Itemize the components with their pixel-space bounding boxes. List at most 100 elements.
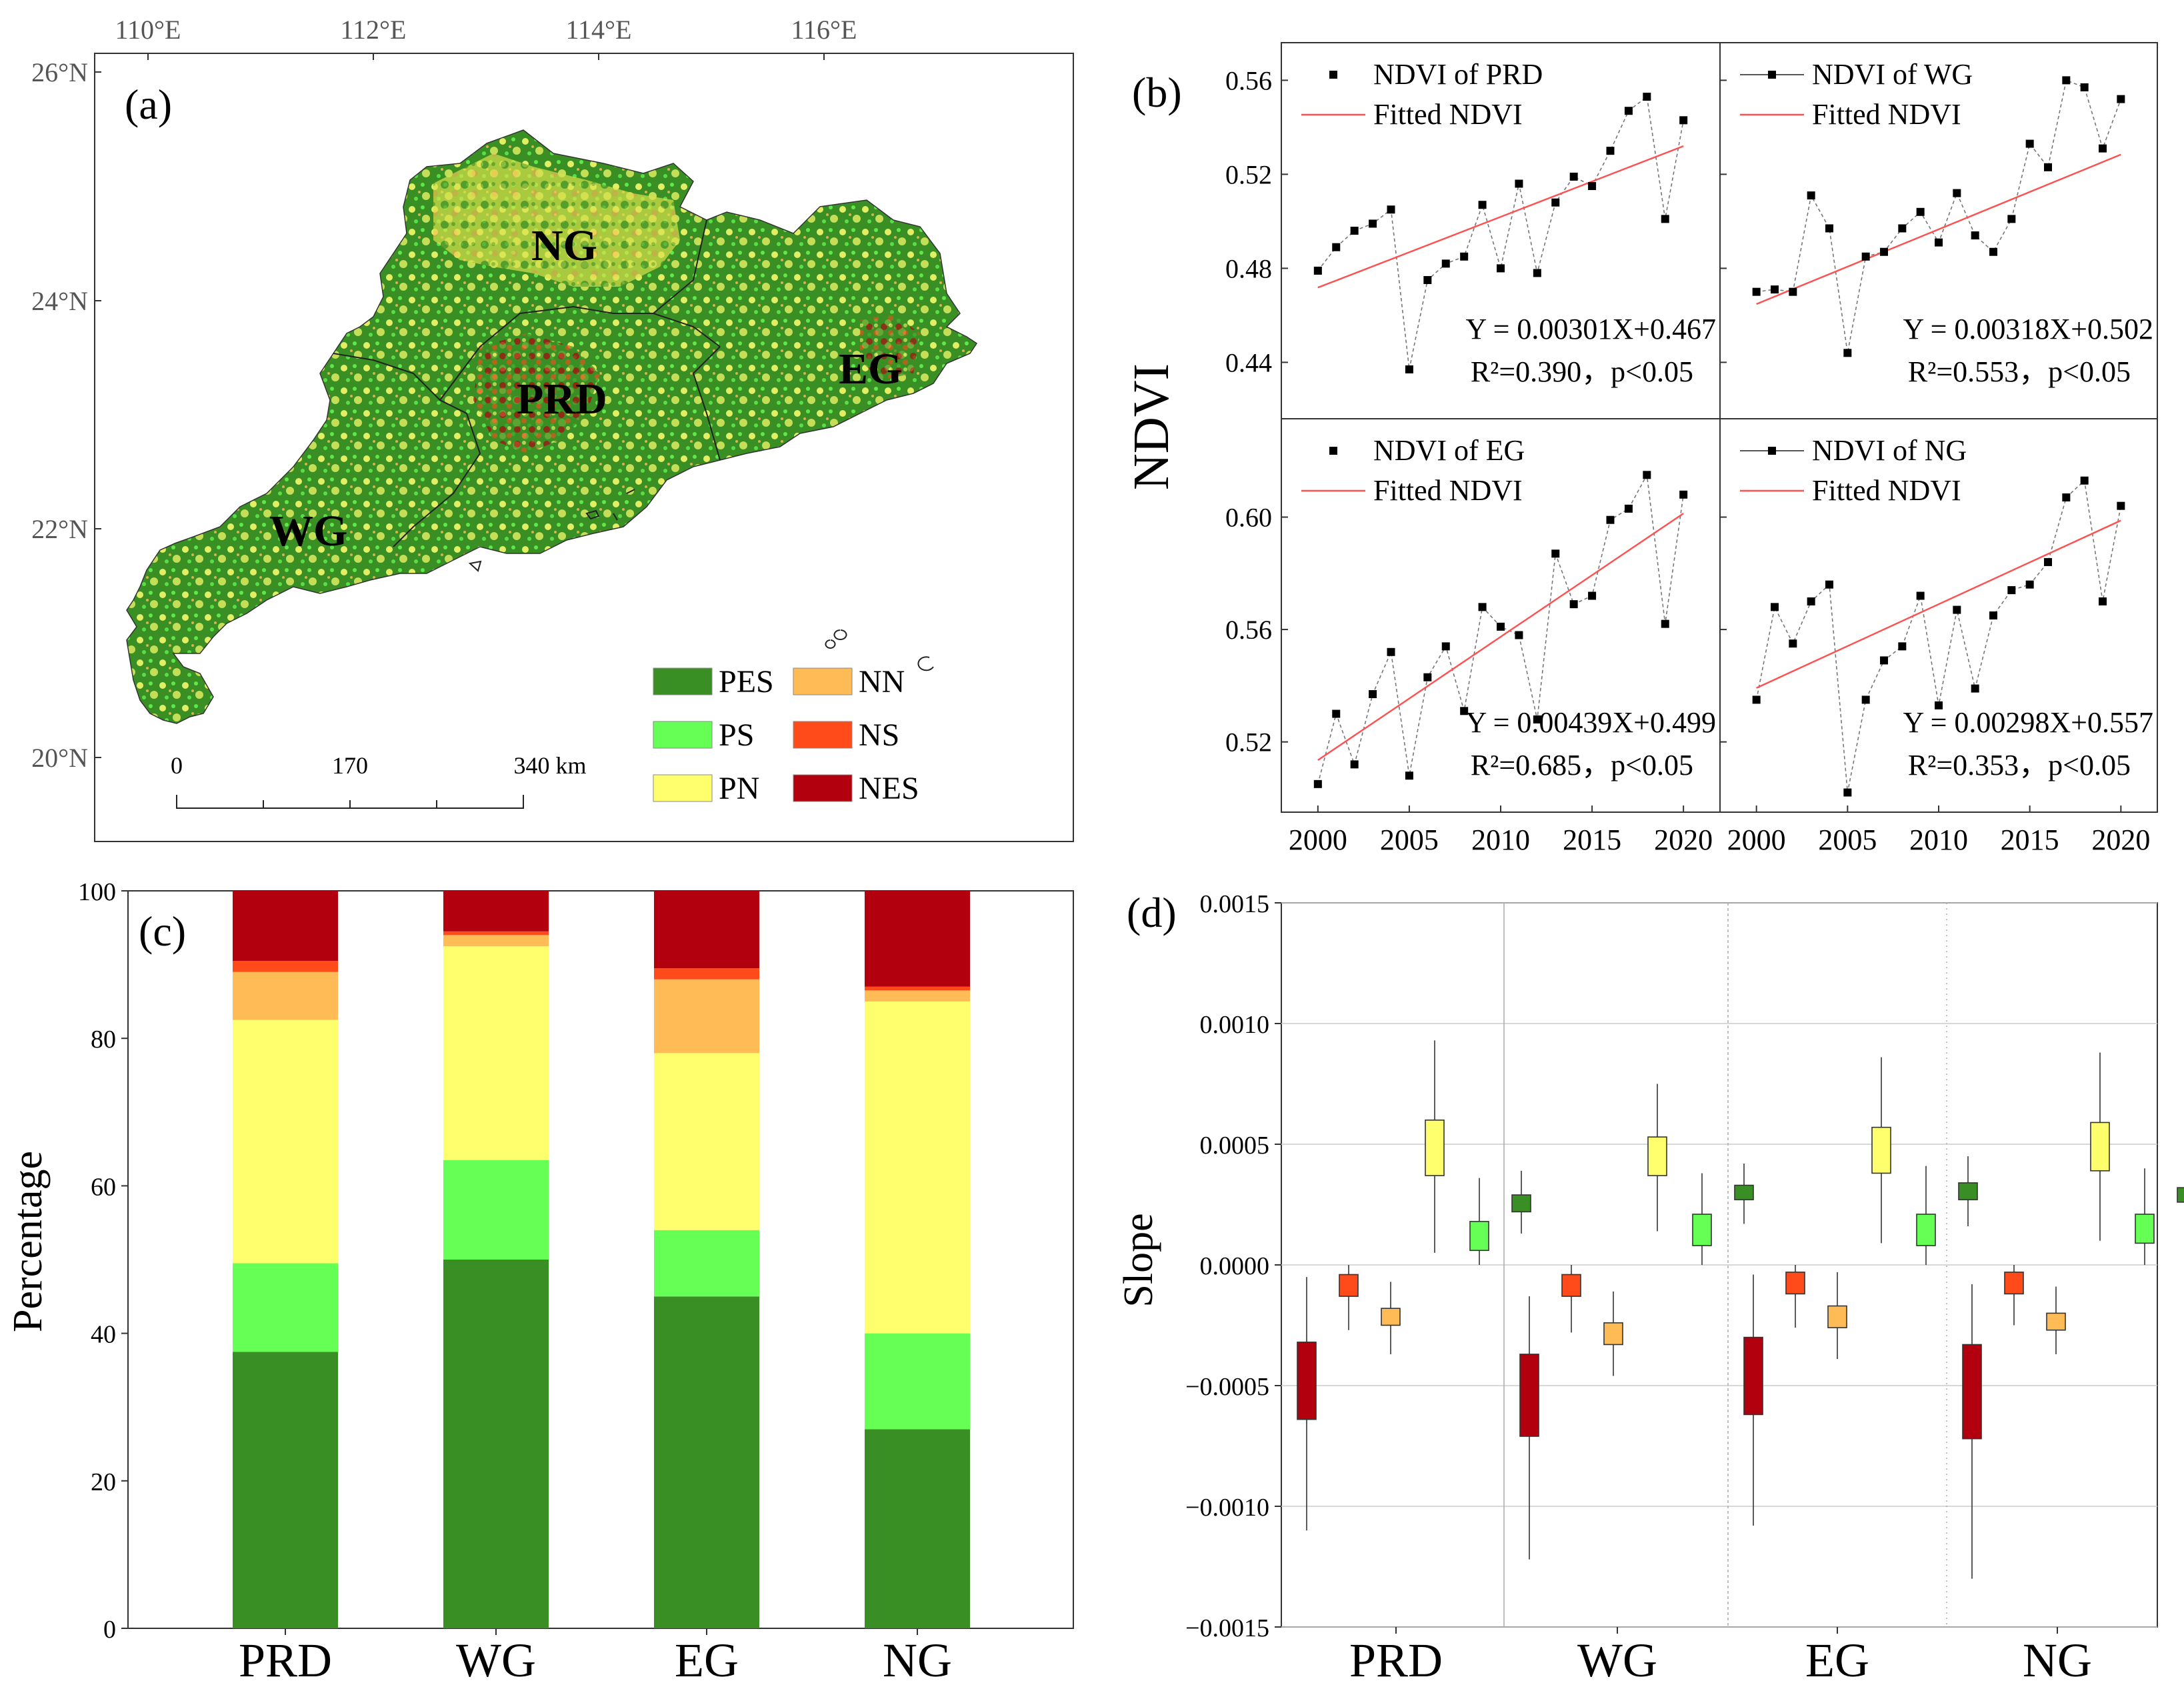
ndvi-point: [1679, 490, 1688, 499]
x-tick-label: PRD: [1349, 1634, 1443, 1687]
y-tick-label: 0.60: [1225, 503, 1272, 533]
y-tick-label: 0: [103, 1616, 116, 1644]
bar-axis-label: Percentage: [5, 1151, 51, 1332]
box-nes: [1297, 1342, 1317, 1420]
stacked-bar-chart: 0 20 40 60 80 100 PRD WG EG NG: [78, 878, 1074, 1687]
ndvi-point: [1332, 243, 1341, 251]
fitted-ndvi-line: [1317, 513, 1684, 761]
y-tick-label: 0.52: [1225, 727, 1272, 757]
ndvi-point: [1569, 600, 1578, 609]
ndvi-point: [1679, 116, 1688, 125]
bar-segment-nn: [865, 990, 970, 1002]
ndvi-point: [1752, 287, 1761, 296]
legend-label-ns: NS: [859, 717, 899, 753]
ndvi-point: [1624, 504, 1633, 513]
box-pes: [1958, 1182, 1978, 1201]
legend-label-nn: NN: [859, 664, 905, 699]
y-tick-label: 0.52: [1225, 159, 1272, 189]
ndvi-panel: (b) NDVI 0.44 0.48 0.52 0.56 NDVI of PRD Fitt…: [1123, 42, 2158, 856]
legend-label-pn: PN: [719, 771, 759, 806]
ndvi-point: [2080, 476, 2089, 485]
legend-swatch-pn: [653, 774, 713, 802]
box-ps: [2135, 1214, 2155, 1244]
fitted-ndvi-line: [1317, 145, 1684, 289]
scale-label-340: 340 km: [513, 752, 586, 779]
regression-stats: R²=0.685，p<0.05: [1471, 749, 1693, 781]
legend-label-nes: NES: [859, 771, 919, 806]
box-pn: [1425, 1120, 1445, 1176]
ndvi-point: [1643, 471, 1651, 479]
ndvi-point: [1387, 647, 1395, 656]
y-tick-label: 40: [91, 1321, 116, 1349]
ndvi-point: [1643, 93, 1651, 101]
ndvi-point: [1661, 215, 1669, 223]
y-tick-label: 60: [91, 1173, 116, 1201]
legend-fit-label: Fitted NDVI: [1812, 98, 1961, 131]
legend-label-ps: PS: [719, 717, 754, 753]
box-nn: [1827, 1305, 1847, 1328]
bar-segment-ps: [233, 1263, 338, 1352]
bar-segment-pes: [233, 1352, 338, 1628]
ndvi-point: [1971, 231, 1979, 240]
box-ps: [1692, 1214, 1712, 1246]
x-tick-label: EG: [675, 1634, 739, 1687]
legend-fit-label: Fitted NDVI: [1812, 474, 1961, 507]
box-pes: [2177, 1187, 2184, 1203]
bar-segment-nes: [233, 891, 338, 962]
ndvi-point: [1825, 580, 1833, 589]
ndvi-point: [1350, 760, 1359, 769]
legend-data-marker: [1768, 71, 1776, 79]
lat-tick-label: 22°N: [31, 514, 88, 544]
ndvi-point: [1880, 656, 1888, 665]
bar-segment-nes: [654, 891, 759, 969]
legend-data-marker: [1768, 447, 1776, 455]
bar-segment-ps: [654, 1230, 759, 1297]
ndvi-point: [2080, 83, 2089, 91]
regression-equation: Y = 0.00301X+0.467: [1465, 313, 1716, 345]
map-lon-ticks: 110°E 112°E 114°E 116°E: [115, 15, 857, 60]
ndvi-subplot-prd: 0.44 0.48 0.52 0.56 NDVI of PRD Fitted NDVI Y …: [1225, 42, 1721, 419]
x-tick-label: 2005: [1380, 823, 1439, 856]
ndvi-point: [1661, 619, 1669, 628]
ndvi-point: [2044, 163, 2052, 171]
ndvi-point: [1606, 147, 1615, 155]
box-pes: [1734, 1184, 1754, 1201]
ndvi-point: [1460, 707, 1469, 715]
lat-tick-label: 24°N: [31, 286, 88, 316]
y-tick-label: 0.0015: [1200, 890, 1270, 918]
lon-tick-label: 114°E: [566, 15, 632, 45]
fitted-ndvi-line: [1756, 153, 2121, 305]
ndvi-point: [1752, 695, 1761, 704]
y-tick-label: −0.0005: [1185, 1373, 1269, 1401]
ndvi-point: [1624, 107, 1633, 115]
ndvi-subplots: 0.44 0.48 0.52 0.56 NDVI of PRD Fitted NDVI Y …: [1225, 42, 2158, 856]
ndvi-point: [2062, 493, 2071, 501]
legend-label-pes: PES: [719, 664, 774, 699]
bar-segment-nn: [443, 935, 549, 946]
coastal-islands: [468, 489, 934, 671]
urban-delta-patch: [473, 333, 600, 453]
bar-segment-ns: [654, 968, 759, 980]
bar-segment-nes: [865, 891, 970, 987]
ndvi-point: [1405, 365, 1413, 373]
ndvi-point: [1989, 247, 1997, 256]
legend-swatch-pes: [653, 667, 713, 695]
ndvi-point: [2117, 95, 2125, 103]
legend-swatch-ps: [653, 721, 713, 749]
ndvi-point: [1771, 285, 1779, 294]
eastern-urban-patch: [860, 313, 920, 380]
x-tick-label: PRD: [239, 1634, 332, 1687]
region-boundary-lines: [333, 219, 721, 547]
regression-stats: R²=0.553，p<0.05: [1908, 355, 2131, 388]
ndvi-point: [1789, 639, 1797, 648]
ndvi-panel-label: (b): [1132, 69, 1182, 116]
scale-label-0: 0: [171, 752, 183, 779]
ndvi-point: [1423, 276, 1432, 285]
legend-swatch-nes: [793, 774, 853, 802]
ndvi-point: [1533, 715, 1541, 723]
percentage-panel: (c) Percentage 0 20 40 60 80 100 PRD WG EG NG: [5, 878, 1074, 1687]
ndvi-point: [1515, 179, 1523, 188]
ndvi-point: [1313, 266, 1322, 275]
box-nn: [1381, 1308, 1401, 1326]
